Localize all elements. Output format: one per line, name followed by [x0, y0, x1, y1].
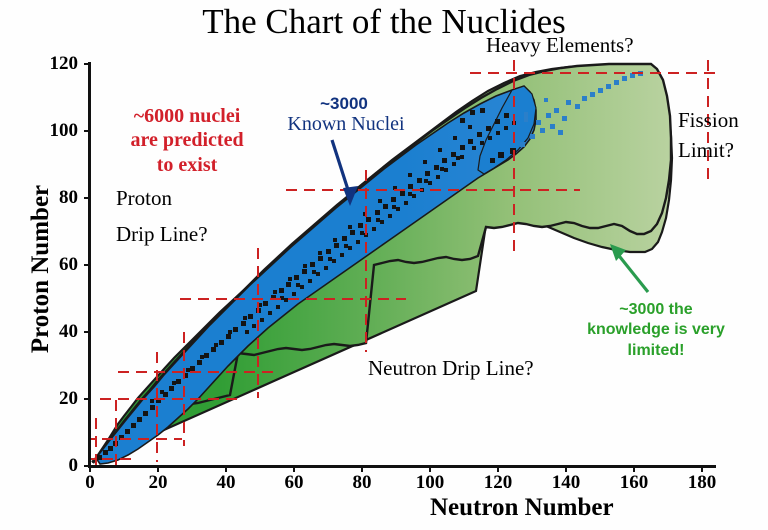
x-tick-mark — [225, 466, 227, 472]
x-axis-title: Neutron Number — [430, 494, 614, 521]
known-nuclei-superheavy — [477, 85, 537, 175]
fission-line-2: Limit? — [678, 138, 734, 163]
superheavy-known-dots — [520, 71, 643, 147]
x-tick-label-40: 40 — [216, 472, 236, 493]
predicted-line-3: to exist — [156, 153, 218, 176]
annotation-predicted-nuclei: ~6000 nuclei are predicted to exist — [112, 104, 262, 177]
heavy-black-dots — [460, 108, 516, 163]
knowledge-limited-arrow-shaft — [614, 251, 650, 293]
annotation-knowledge-limited: ~3000 the knowledge is very limited! — [556, 300, 756, 361]
limited-line-3: limited! — [627, 341, 685, 359]
y-tick-mark — [84, 197, 90, 199]
fission-line-1: Fission — [678, 108, 739, 132]
predicted-line-1: ~6000 nuclei — [133, 105, 241, 127]
x-tick-label-80: 80 — [352, 472, 372, 493]
x-tick-label-120: 120 — [483, 472, 513, 493]
annotation-heavy-elements: Heavy Elements? — [486, 33, 634, 57]
y-tick-mark — [84, 465, 90, 467]
y-tick-label-20: 20 — [59, 388, 78, 409]
proton-drip-line-2: Drip Line? — [116, 221, 208, 246]
y-tick-mark — [84, 331, 90, 333]
y-axis-title: Proton Number — [27, 184, 54, 354]
x-tick-mark — [293, 466, 295, 472]
annotation-proton-drip-line: Proton Drip Line? — [116, 186, 208, 247]
limited-line-2: knowledge is very — [587, 321, 725, 339]
knowledge-limited-arrow-head — [610, 244, 626, 261]
y-tick-mark — [84, 398, 90, 400]
limited-line-1: ~3000 the — [619, 301, 693, 318]
annotation-known-nuclei-label: Known Nuclei — [287, 113, 405, 135]
x-tick-mark — [89, 466, 91, 472]
x-tick-mark — [497, 466, 499, 472]
annotation-neutron-drip-line: Neutron Drip Line? — [368, 356, 534, 380]
x-tick-label-160: 160 — [619, 472, 649, 493]
x-tick-label-140: 140 — [551, 472, 581, 493]
x-tick-label-60: 60 — [284, 472, 304, 493]
y-tick-label-0: 0 — [68, 455, 79, 476]
proton-drip-line-1: Proton — [116, 186, 173, 210]
x-tick-label-100: 100 — [415, 472, 445, 493]
annotation-fission-limit: Fission Limit? — [678, 105, 739, 166]
x-tick-label-0: 0 — [85, 472, 95, 493]
x-tick-label-20: 20 — [148, 472, 168, 493]
y-tick-mark — [84, 264, 90, 266]
x-tick-mark — [429, 466, 431, 472]
x-axis-line — [88, 465, 716, 468]
y-tick-label-60: 60 — [59, 254, 78, 275]
y-tick-label-100: 100 — [49, 120, 79, 141]
known-nuclei-arrow-shaft — [330, 139, 352, 197]
y-tick-label-120: 120 — [49, 53, 79, 74]
x-tick-mark — [701, 466, 703, 472]
page-title: The Chart of the Nuclides — [202, 2, 566, 41]
x-tick-mark — [565, 466, 567, 472]
x-tick-label-180: 180 — [687, 472, 717, 493]
predicted-line-2: are predicted — [130, 129, 244, 152]
known-nuclei-arrow-head — [343, 186, 358, 206]
y-tick-mark — [84, 130, 90, 132]
annotation-known-nuclei-count: ~3000 — [320, 94, 368, 113]
x-tick-mark — [633, 466, 635, 472]
y-tick-label-40: 40 — [59, 321, 78, 342]
y-tick-mark — [84, 63, 90, 65]
annotation-arrows — [330, 139, 650, 293]
x-tick-mark — [361, 466, 363, 472]
x-tick-mark — [157, 466, 159, 472]
y-tick-label-80: 80 — [59, 187, 78, 208]
